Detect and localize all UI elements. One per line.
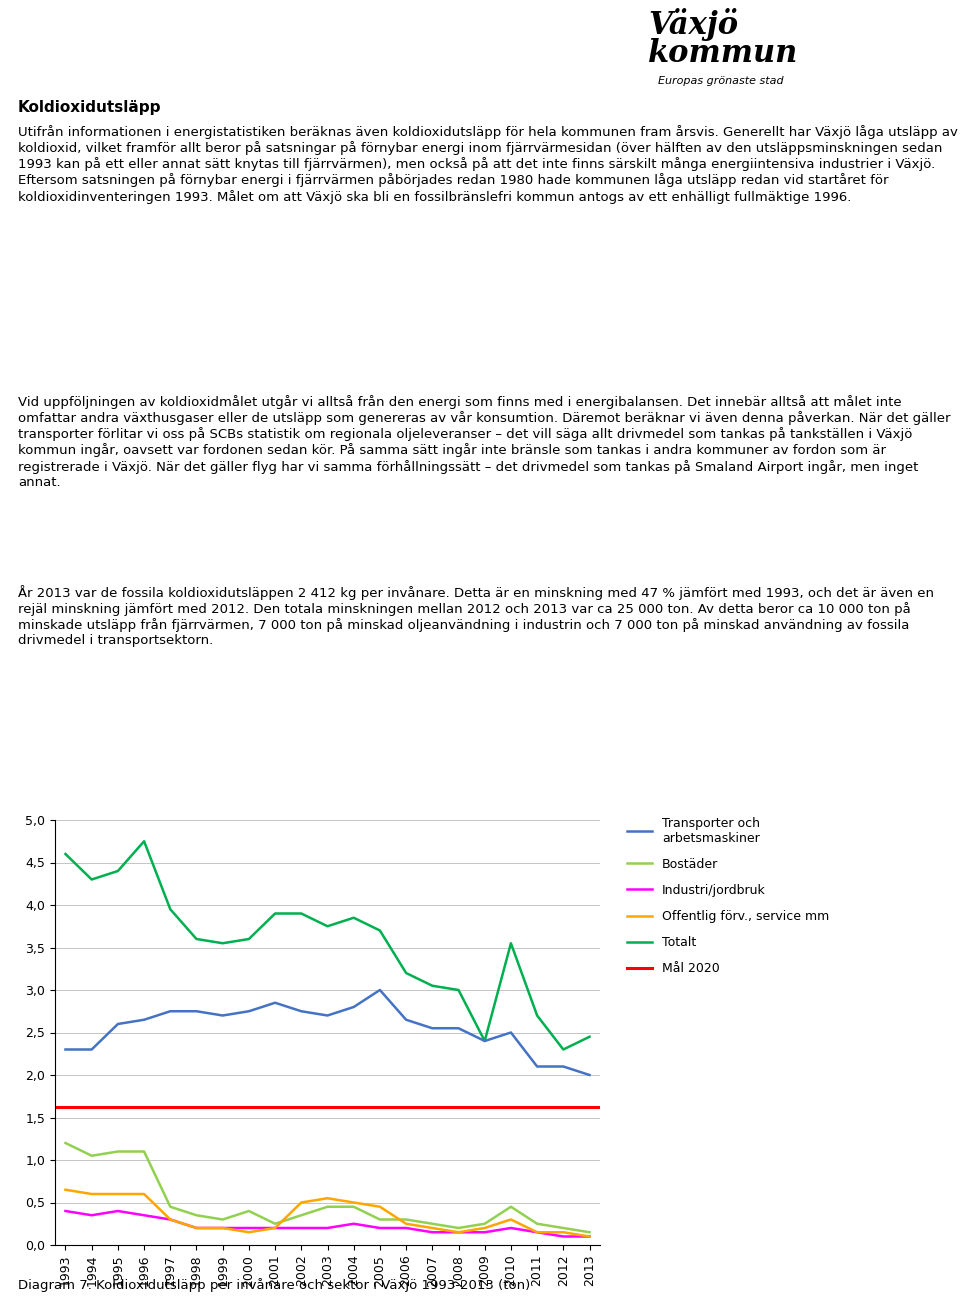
Legend: Transporter och
arbetsmaskiner, Bostäder, Industri/jordbruk, Offentlig förv., se: Transporter och arbetsmaskiner, Bostäder… bbox=[622, 811, 834, 979]
Text: Koldioxidutsläpp: Koldioxidutsläpp bbox=[18, 100, 161, 116]
Text: År 2013 var de fossila koldioxidutsläppen 2 412 kg per invånare. Detta är en min: År 2013 var de fossila koldioxidutsläppe… bbox=[18, 586, 934, 647]
Text: Vid uppföljningen av koldioxidmålet utgår vi alltså från den energi som finns me: Vid uppföljningen av koldioxidmålet utgå… bbox=[18, 395, 950, 488]
Text: Europas grönaste stad: Europas grönaste stad bbox=[658, 76, 783, 85]
Text: Utifrån informationen i energistatistiken beräknas även koldioxidutsläpp för hel: Utifrån informationen i energistatistike… bbox=[18, 125, 958, 204]
Text: Diagram 7. Koldioxidutsläpp per invånare och sektor i Växjö 1993-2013 (ton): Diagram 7. Koldioxidutsläpp per invånare… bbox=[18, 1278, 530, 1292]
Text: Växjö: Växjö bbox=[648, 8, 738, 41]
Text: kommun: kommun bbox=[648, 38, 799, 70]
